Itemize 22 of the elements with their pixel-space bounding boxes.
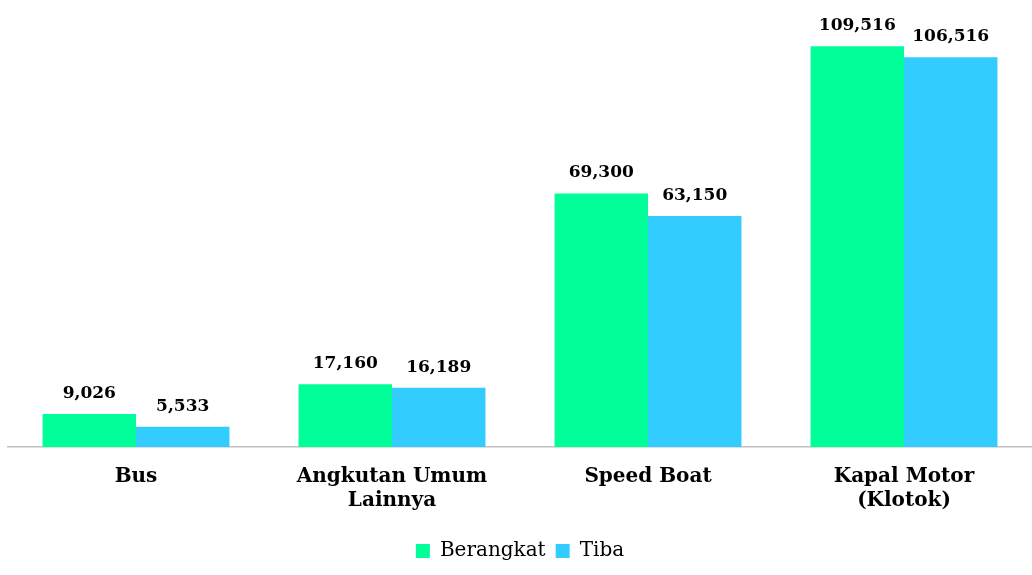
bar [136, 426, 230, 447]
data-label: 109,516 [818, 14, 896, 35]
data-label: 16,189 [406, 355, 472, 376]
x-tick-label: Speed Boat [584, 463, 713, 488]
bar [298, 384, 392, 447]
bar [554, 193, 648, 447]
bar [648, 215, 742, 447]
bar [42, 413, 136, 447]
x-tick-label: Bus [114, 463, 158, 488]
data-label: 9,026 [62, 381, 116, 402]
x-tick-label: Angkutan Umum Lainnya [295, 463, 488, 512]
data-label: 106,516 [912, 25, 990, 46]
legend-label: Berangkat [439, 537, 546, 562]
data-label: 63,150 [662, 183, 728, 204]
bar [810, 46, 904, 447]
data-label: 69,300 [568, 161, 634, 182]
data-label: 5,533 [156, 394, 210, 415]
bar [904, 57, 998, 447]
bar [392, 387, 486, 447]
data-label: 17,160 [312, 352, 378, 373]
legend-label: Tiba [579, 537, 625, 562]
x-tick-label: Kapal Motor (Klotok) [833, 463, 975, 512]
